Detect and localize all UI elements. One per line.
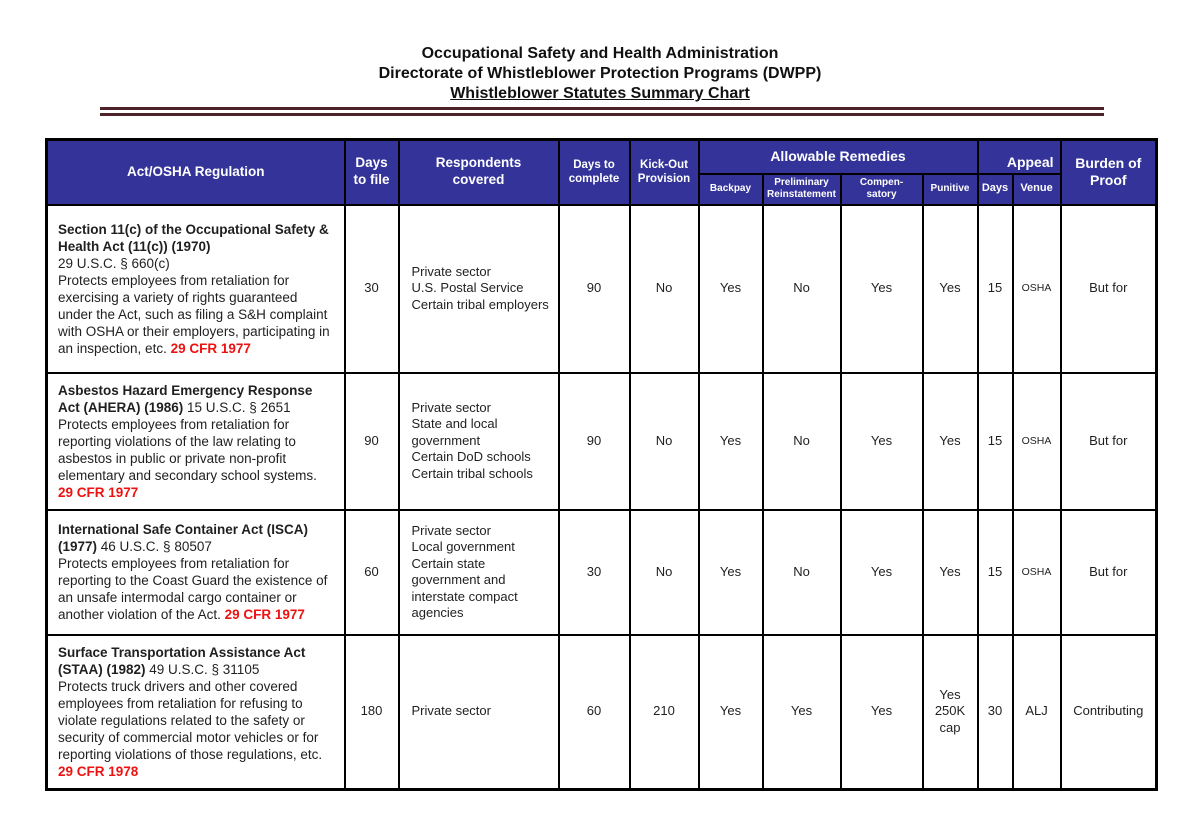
col-header-act-regulation: Act/OSHA Regulation <box>45 138 346 206</box>
col-header-backpay: Backpay <box>697 172 764 206</box>
header-sub-row: Backpay Preliminary Reinstatement Compen… <box>47 172 1157 206</box>
col-header-appeal-days: Days <box>976 172 1014 206</box>
col-header-allowable-remedies: Allowable Remedies <box>697 138 979 175</box>
punitive-cell: Yes <box>921 508 979 636</box>
title-line-1: Occupational Safety and Health Administr… <box>421 45 779 62</box>
act-text-bold: International Safe Container Act (ISCA) … <box>58 522 309 554</box>
act-text-normal: 49 U.S.C. § 31105 Protects truck drivers… <box>58 661 323 762</box>
punitive-cell: Yes <box>921 203 979 374</box>
kick-out-provision-cell: No <box>628 371 700 511</box>
col-header-preliminary-reinstatement: Preliminary Reinstatement <box>761 172 842 206</box>
title-line-3: Whistleblower Statutes Summary Chart <box>450 85 750 102</box>
preliminary-reinstatement-cell: No <box>761 371 842 511</box>
punitive-cell: Yes <box>921 371 979 511</box>
burden-of-proof-cell: But for <box>1059 508 1158 636</box>
respondents-covered-cell: Private sector U.S. Postal Service Certa… <box>397 203 560 374</box>
compensatory-cell: Yes <box>839 508 924 636</box>
act-regulation-cell: Surface Transportation Assistance Act (S… <box>45 633 346 790</box>
appeal-days-cell: 30 <box>976 633 1014 790</box>
cfr-citation: 29 CFR 1977 <box>224 607 305 622</box>
burden-of-proof-cell: But for <box>1059 203 1158 374</box>
col-header-burden-of-proof: Burden of Proof <box>1059 138 1158 206</box>
punitive-cell: Yes 250K cap <box>921 633 979 790</box>
compensatory-cell: Yes <box>839 203 924 374</box>
whistleblower-statutes-table: Act/OSHA Regulation Days to file Respond… <box>45 138 1159 791</box>
appeal-venue-cell: ALJ <box>1011 633 1062 790</box>
preliminary-reinstatement-cell: Yes <box>761 633 842 790</box>
preliminary-reinstatement-cell: No <box>761 508 842 636</box>
col-header-appeal: Appeal <box>976 138 1062 175</box>
days-to-complete-cell: 30 <box>557 508 631 636</box>
cfr-citation: 29 CFR 1977 <box>170 340 251 356</box>
backpay-cell: Yes <box>697 508 764 636</box>
col-header-respondents-covered: Respondents covered <box>397 138 560 206</box>
burden-of-proof-cell: Contributing <box>1059 633 1158 790</box>
act-regulation-cell: Section 11(c) of the Occupational Safety… <box>45 203 346 374</box>
act-regulation-cell: Asbestos Hazard Emergency Response Act (… <box>45 371 346 511</box>
days-to-complete-cell: 90 <box>557 203 631 374</box>
compensatory-cell: Yes <box>839 371 924 511</box>
days-to-complete-cell: 90 <box>557 371 631 511</box>
kick-out-provision-cell: No <box>628 203 700 374</box>
col-header-kick-out-provision: Kick-Out Provision <box>628 138 700 206</box>
title-line-2: Directorate of Whistleblower Protection … <box>378 65 822 82</box>
title-divider-rule <box>100 107 1104 116</box>
appeal-venue-cell: OSHA <box>1011 203 1062 374</box>
days-to-file-cell: 60 <box>343 508 400 636</box>
statute-row: Surface Transportation Assistance Act (S… <box>45 633 1158 790</box>
days-to-complete-cell: 60 <box>557 633 631 790</box>
act-text-normal: 46 U.S.C. § 80507 Protects employees fro… <box>58 539 328 622</box>
kick-out-provision-cell: 210 <box>628 633 700 790</box>
act-text-bold: Surface Transportation Assistance Act (S… <box>58 644 306 677</box>
appeal-days-cell: 15 <box>976 508 1014 636</box>
appeal-venue-cell: OSHA <box>1011 371 1062 511</box>
appeal-days-cell: 15 <box>976 371 1014 511</box>
respondents-covered-cell: Private sector Local government Certain … <box>397 508 560 636</box>
document-title: Occupational Safety and Health Administr… <box>0 0 1200 104</box>
act-text-normal: 15 U.S.C. § 2651 Protects employees from… <box>58 399 317 483</box>
days-to-file-cell: 30 <box>343 203 400 374</box>
col-header-compensatory: Compen- satory <box>839 172 924 206</box>
table-header: Act/OSHA Regulation Days to file Respond… <box>45 138 1158 206</box>
appeal-venue-cell: OSHA <box>1011 508 1062 636</box>
col-header-punitive: Punitive <box>921 172 979 206</box>
appeal-days-cell: 15 <box>976 203 1014 374</box>
cfr-citation: 29 CFR 1978 <box>58 763 139 779</box>
statute-row: Section 11(c) of the Occupational Safety… <box>45 203 1158 374</box>
backpay-cell: Yes <box>697 633 764 790</box>
preliminary-reinstatement-cell: No <box>761 203 842 374</box>
respondents-covered-cell: Private sector State and local governmen… <box>397 371 560 511</box>
respondents-covered-cell: Private sector <box>397 633 560 790</box>
act-text-bold: Section 11(c) of the Occupational Safety… <box>58 221 329 254</box>
header-group-row: Act/OSHA Regulation Days to file Respond… <box>45 138 1158 206</box>
act-regulation-cell: International Safe Container Act (ISCA) … <box>45 508 346 636</box>
statute-row: Asbestos Hazard Emergency Response Act (… <box>45 371 1158 511</box>
cfr-citation: 29 CFR 1977 <box>58 484 139 500</box>
compensatory-cell: Yes <box>839 633 924 790</box>
backpay-cell: Yes <box>697 371 764 511</box>
table-body: Section 11(c) of the Occupational Safety… <box>45 203 1158 790</box>
statute-row: International Safe Container Act (ISCA) … <box>45 508 1158 636</box>
days-to-file-cell: 180 <box>343 633 400 790</box>
act-text-bold: Asbestos Hazard Emergency Response Act (… <box>58 382 313 415</box>
col-header-days-to-file: Days to file <box>343 138 400 206</box>
col-header-appeal-venue: Venue <box>1011 172 1062 206</box>
backpay-cell: Yes <box>697 203 764 374</box>
burden-of-proof-cell: But for <box>1059 371 1158 511</box>
kick-out-provision-cell: No <box>628 508 700 636</box>
act-text-normal: 29 U.S.C. § 660(c) Protects employees fr… <box>58 255 330 356</box>
col-header-days-to-complete: Days to complete <box>557 138 631 206</box>
days-to-file-cell: 90 <box>343 371 400 511</box>
